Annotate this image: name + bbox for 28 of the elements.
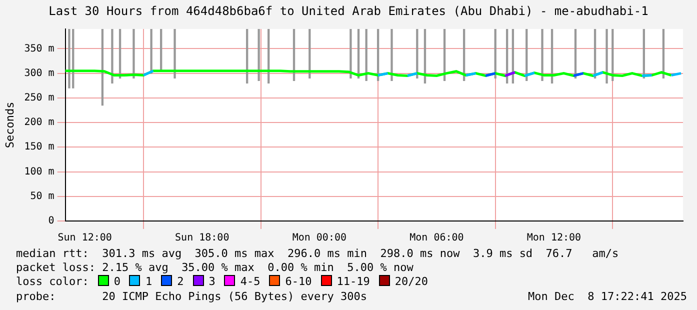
- y-tick-label: 150 m: [24, 142, 54, 153]
- y-tick-label: 100 m: [24, 166, 54, 178]
- legend-label: 11-19: [336, 275, 370, 290]
- y-tick-label: 200 m: [24, 117, 54, 128]
- legend-label: 4-5: [239, 275, 260, 290]
- legend-label: 1: [144, 275, 152, 290]
- x-tick-label: Mon 12:00: [526, 232, 582, 244]
- y-tick-label: 50 m: [30, 190, 54, 202]
- text: packet loss: 2.15 % avg 35.00 % max 0.00 % min 5.00 % now: [16, 261, 414, 276]
- legend-label: 6-10: [284, 275, 312, 290]
- y-tick-label: 0: [48, 216, 54, 227]
- legend-label: 2: [176, 275, 184, 290]
- x-tick-label: Mon 06:00: [410, 232, 464, 244]
- y-tick-label: 350 m: [24, 43, 54, 54]
- x-tick-label: Sun 18:00: [175, 232, 230, 244]
- y-tick-label: 250 m: [24, 92, 54, 104]
- text: Mon Dec 8 17:22:41 2025: [528, 290, 687, 304]
- x-tick-label: Mon 00:00: [292, 232, 347, 244]
- chart-title: Last 30 Hours from 464d48b6ba6f to United Arab Emirates (Abu Dhabi) - me-abudhabi-1: [48, 3, 650, 20]
- text: median rtt: 301.3 ms avg 305.0 ms max 296.0 ms min 298.0 ms now 3.9 ms sd 76.7 am/s: [16, 247, 620, 262]
- legend-label: 0: [112, 275, 120, 290]
- text: probe: 20 ICMP Echo Pings (56 Bytes) every 300s: [16, 290, 367, 303]
- y-axis-title: Seconds: [3, 102, 16, 148]
- x-tick-label: Sun 12:00: [58, 232, 112, 244]
- legend-label: 3: [208, 275, 216, 290]
- legend-label: 20/20: [394, 275, 428, 290]
- y-tick-label: 300 m: [24, 68, 54, 79]
- legend-title: loss color:: [16, 275, 89, 288]
